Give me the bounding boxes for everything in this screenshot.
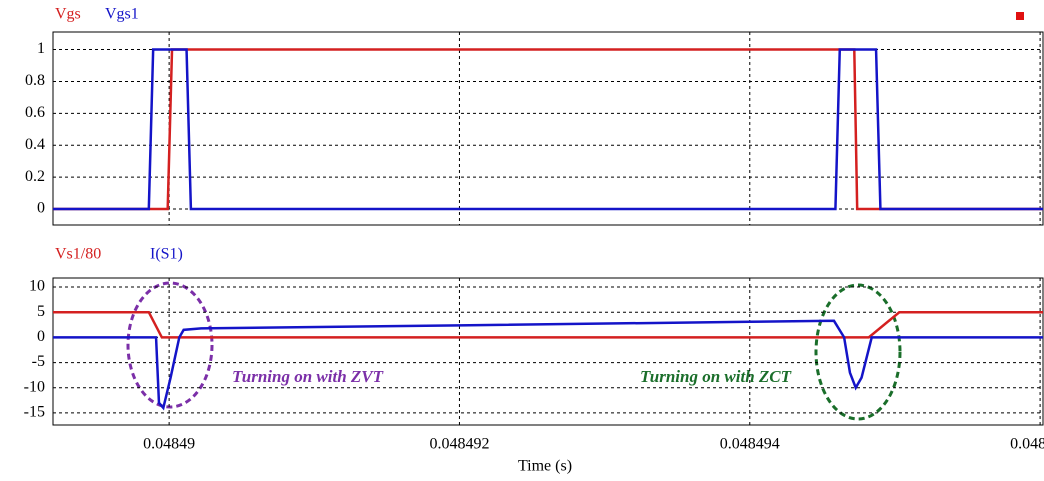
plot-frame (52, 31, 1044, 226)
series-line (53, 310, 1043, 339)
x-axis-label: Time (s) (518, 458, 572, 475)
legend-entry: Vgs1 (105, 6, 139, 23)
y-tick-label: -5 (32, 353, 45, 370)
y-tick-label: 0 (37, 200, 45, 217)
y-tick-label: 0 (37, 328, 45, 345)
x-tick-label: 0.048494 (720, 436, 780, 453)
plot-frame (52, 277, 1044, 426)
y-tick-label: 10 (29, 278, 45, 295)
y-tick-label: 1 (37, 40, 45, 57)
x-tick-label: 0.04849 (143, 436, 195, 453)
x-tick-label: 0.048492 (429, 436, 489, 453)
zct-ellipse (814, 283, 902, 421)
y-tick-label: 5 (37, 303, 45, 320)
y-tick-label: 0.8 (25, 72, 45, 89)
x-tick-label: 0.048496 (1010, 436, 1044, 453)
legend-entry: I(S1) (150, 246, 183, 263)
y-tick-label: 0.6 (25, 104, 45, 121)
y-tick-label: -15 (24, 404, 45, 421)
marker (1016, 12, 1024, 20)
annotation: Turning on with ZVT (232, 367, 384, 386)
zvt-ellipse (126, 281, 214, 409)
y-tick-label: -10 (24, 378, 45, 395)
series-line (53, 319, 1043, 411)
y-tick-label: 0.4 (25, 136, 45, 153)
legend-entry: Vgs (55, 6, 81, 23)
series-line (53, 48, 1043, 211)
legend-entry: Vs1/80 (55, 246, 101, 263)
annotation: Turning on with ZCT (640, 367, 792, 386)
series-line (53, 48, 1043, 211)
y-tick-label: 0.2 (25, 168, 45, 185)
